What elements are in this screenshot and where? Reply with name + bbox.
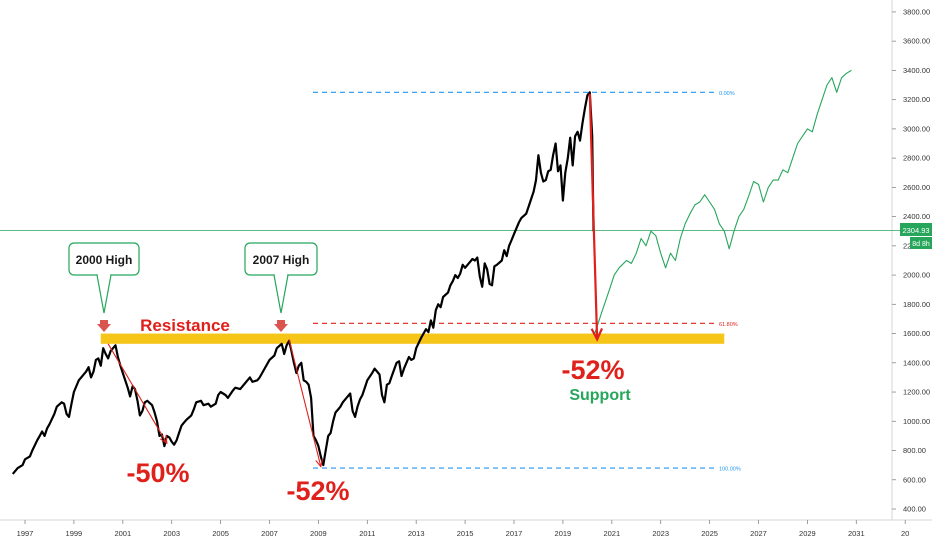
- y-tick-label: 1400.00: [903, 358, 930, 367]
- last-price-label: 2304.93: [902, 226, 929, 235]
- x-tick-label: 2003: [163, 529, 180, 538]
- drop-arrow-head: [590, 328, 604, 342]
- y-tick-label: 600.00: [903, 475, 926, 484]
- y-tick-label: 2000.00: [903, 271, 930, 280]
- fib-level-label: 0.00%: [719, 91, 735, 97]
- x-tick-label: 20: [901, 529, 909, 538]
- y-tick-label: 1600.00: [903, 329, 930, 338]
- y-tick-label: 400.00: [903, 505, 926, 514]
- y-tick-label: 3600.00: [903, 37, 930, 46]
- drop-label-2020: -52%: [561, 355, 624, 385]
- y-tick-label: 1000.00: [903, 417, 930, 426]
- resistance-label: Resistance: [140, 316, 230, 335]
- x-tick-label: 2021: [603, 529, 620, 538]
- drop-arrow-head: [315, 458, 324, 468]
- y-tick-label: 3000.00: [903, 124, 930, 133]
- y-tick-label: 2600.00: [903, 183, 930, 192]
- y-tick-label: 1800.00: [903, 300, 930, 309]
- x-tick-label: 2015: [457, 529, 474, 538]
- marker-2007-high: [274, 320, 288, 332]
- fib-level-label: 61.80%: [719, 322, 738, 328]
- y-tick-label: 800.00: [903, 446, 926, 455]
- y-tick-label: 2400.00: [903, 212, 930, 221]
- y-tick-label: 3200.00: [903, 95, 930, 104]
- x-tick-label: 2031: [848, 529, 865, 538]
- drop-arrow-line: [288, 339, 322, 467]
- x-tick-label: 2011: [359, 529, 375, 538]
- y-tick-label: 1200.00: [903, 388, 930, 397]
- x-tick-label: 2005: [212, 529, 229, 538]
- drop-label-2000: -50%: [126, 458, 189, 488]
- x-tick-label: 1997: [17, 529, 34, 538]
- countdown-label: 8d 8h: [912, 241, 930, 248]
- projection-series-line: [594, 69, 852, 334]
- x-tick-label: 2027: [750, 529, 767, 538]
- drop-label-2007: -52%: [286, 476, 349, 506]
- x-tick-label: 2001: [114, 529, 131, 538]
- x-tick-label: 2017: [506, 529, 523, 538]
- y-tick-label: 3800.00: [903, 7, 930, 16]
- y-tick-label: 3400.00: [903, 66, 930, 75]
- x-tick-label: 2019: [555, 529, 572, 538]
- resistance-zone: [100, 333, 725, 344]
- x-tick-label: 1999: [66, 529, 83, 538]
- x-tick-label: 2013: [408, 529, 425, 538]
- drop-arrow-line: [588, 93, 599, 340]
- last-price-tag: [900, 223, 932, 236]
- callout-2000-high: 2000 High: [68, 242, 140, 314]
- callout-2000-pointer: [96, 274, 112, 314]
- callout-2007-high: 2007 High: [244, 242, 318, 314]
- x-tick-label: 2009: [310, 529, 327, 538]
- callout-2007-text: 2007 High: [253, 253, 310, 267]
- countdown-tag: [910, 237, 932, 249]
- y-tick-label: 2800.00: [903, 154, 930, 163]
- x-tick-label: 2007: [261, 529, 278, 538]
- callout-2007-pointer: [273, 274, 289, 314]
- drop-arrow-line: [107, 343, 168, 444]
- drop-arrow-head: [159, 435, 168, 445]
- x-tick-label: 2023: [652, 529, 669, 538]
- price-series-line: [11, 91, 595, 475]
- callout-2000-text: 2000 High: [76, 253, 133, 267]
- x-tick-label: 2029: [799, 529, 816, 538]
- fib-level-label: 100.00%: [719, 467, 741, 473]
- support-label: Support: [569, 387, 631, 404]
- marker-2000-high: [97, 320, 111, 332]
- x-tick-label: 2025: [701, 529, 718, 538]
